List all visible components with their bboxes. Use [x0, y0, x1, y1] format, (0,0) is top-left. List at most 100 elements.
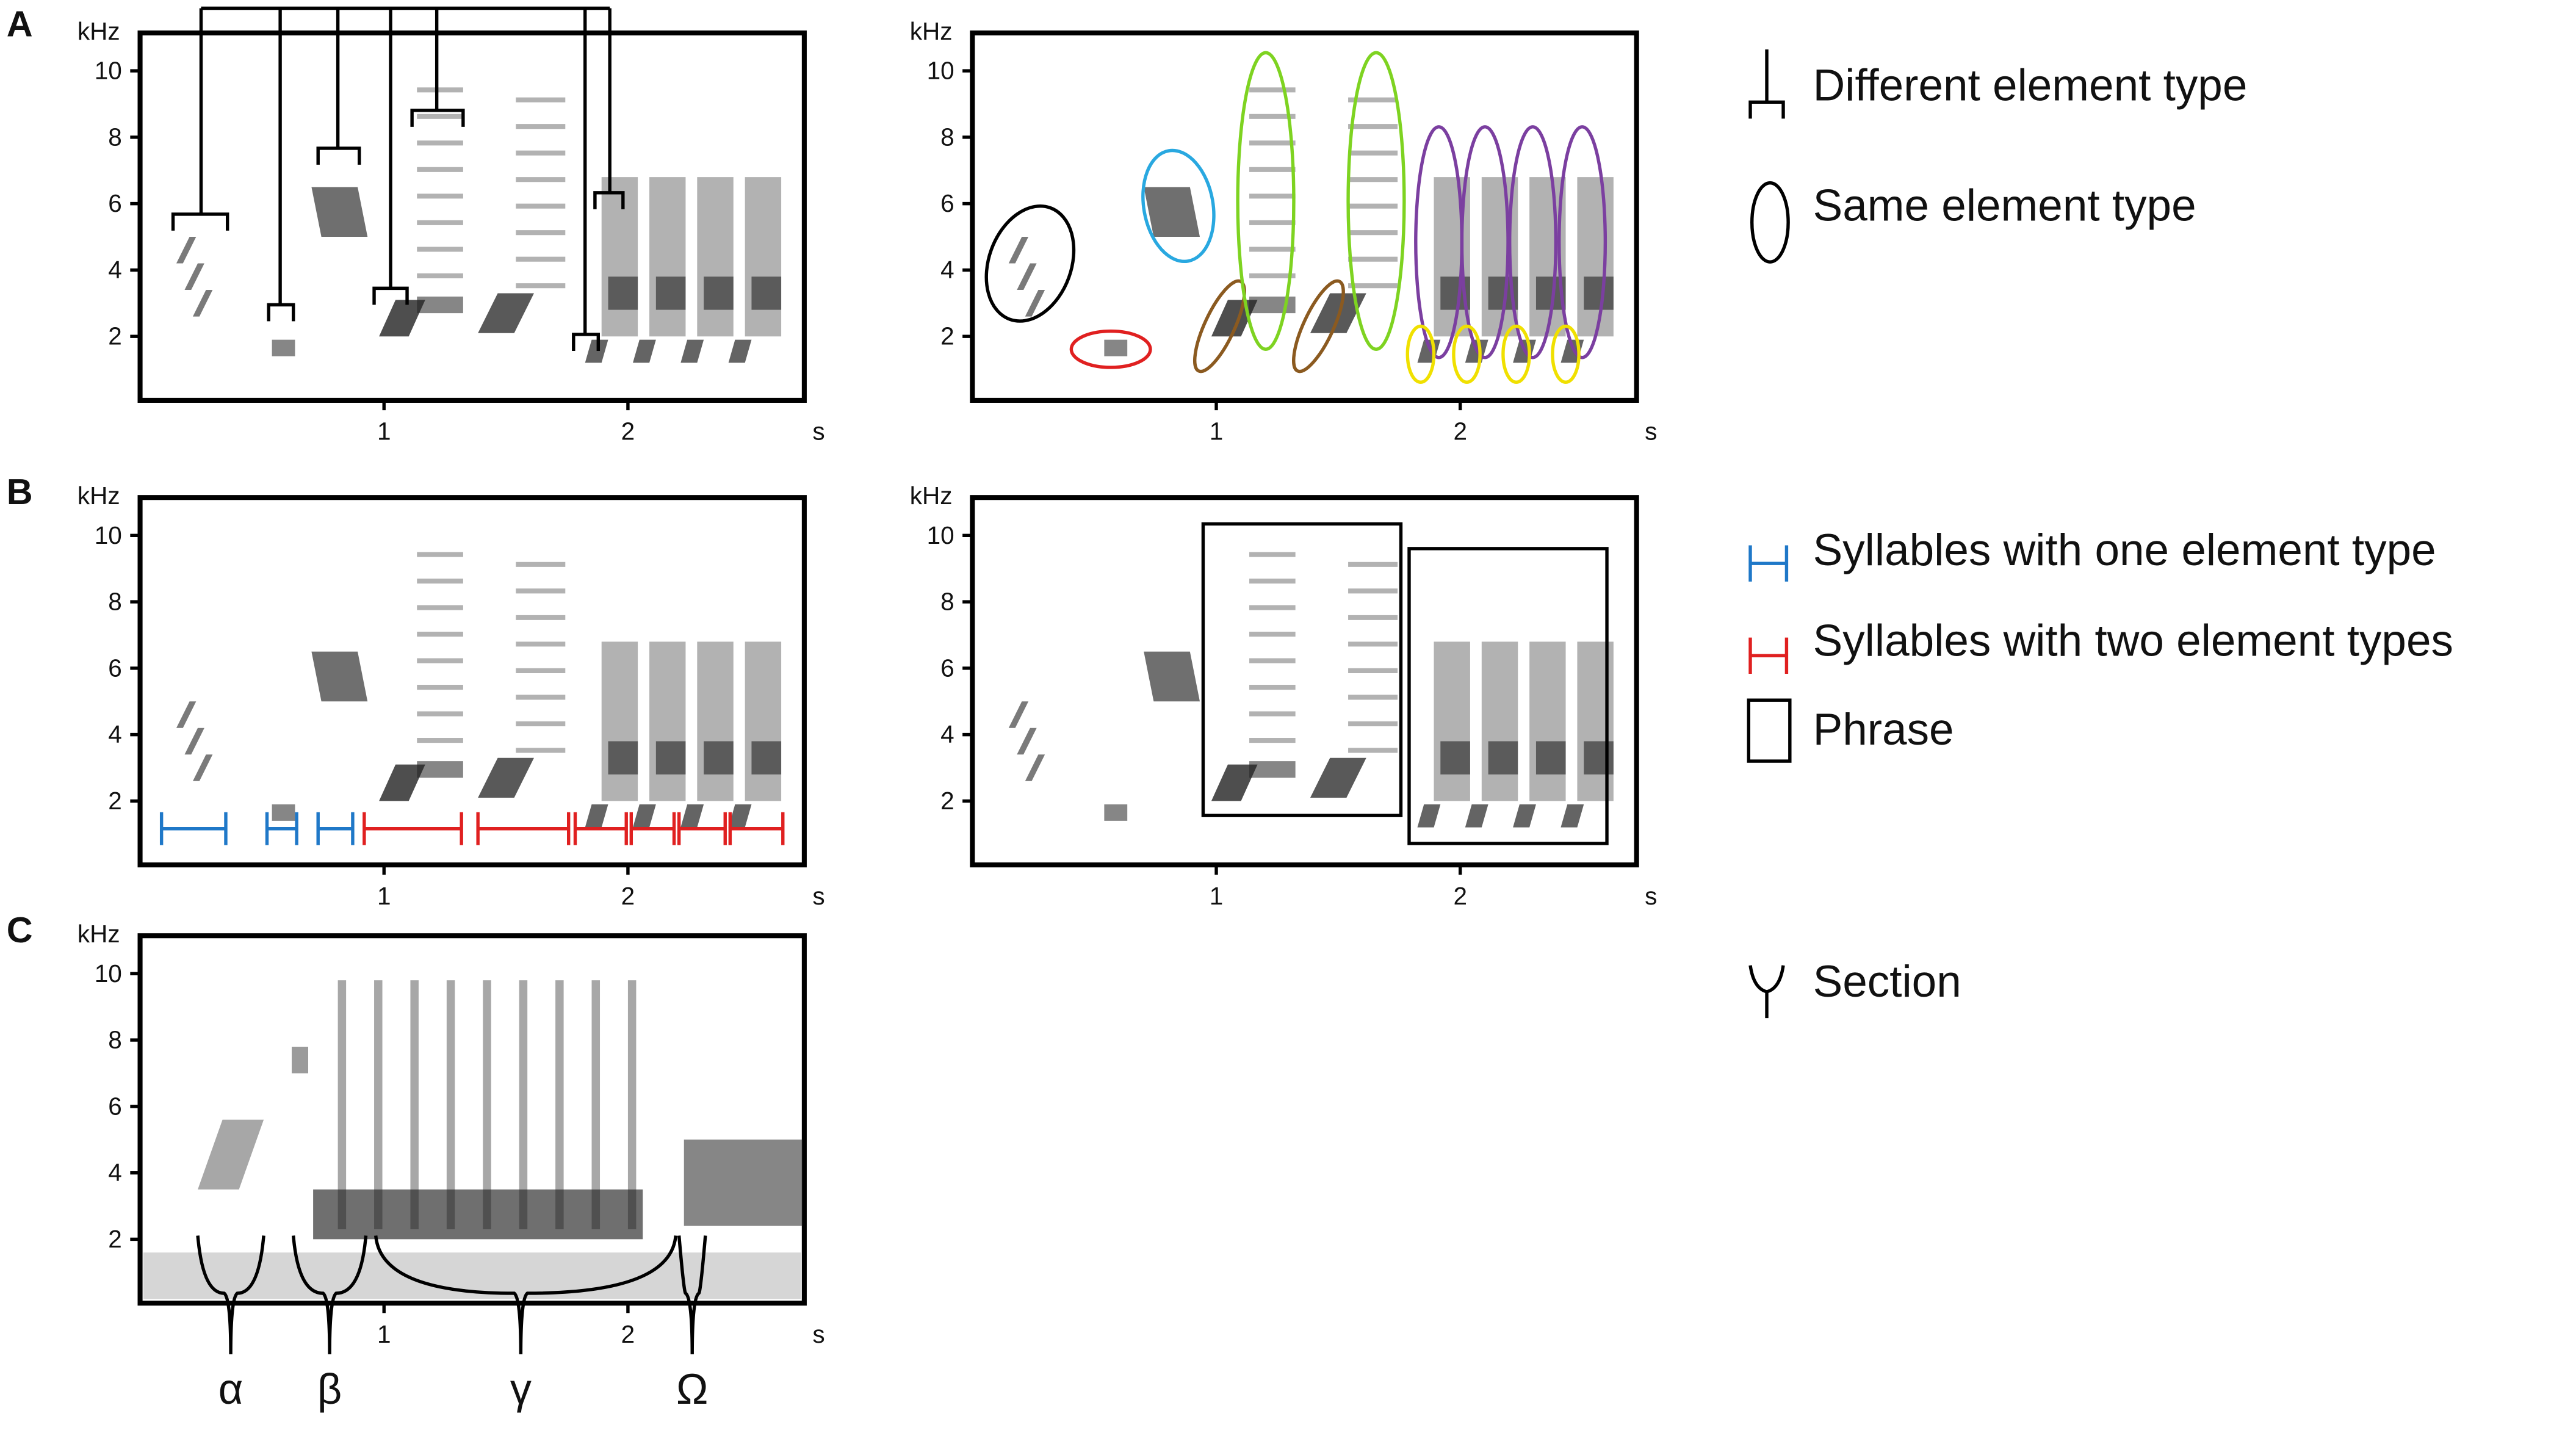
phrase-box [1201, 522, 1403, 817]
section-label: γ [510, 1365, 532, 1413]
spectro-element [1008, 701, 1029, 728]
spectro-element [1017, 263, 1037, 291]
x-tick-label: 2 [621, 1320, 635, 1348]
x-tick-label: 1 [377, 882, 391, 910]
plot-frame [137, 30, 807, 403]
spectro-element [697, 177, 734, 337]
spectro-element [1310, 757, 1366, 798]
y-tick-label: 8 [108, 123, 122, 151]
spectro-element [417, 114, 463, 119]
element-ellipse [1501, 324, 1531, 384]
spectro-element [1249, 685, 1296, 690]
spectro-element [417, 167, 463, 172]
spectro-element [608, 741, 638, 775]
spectro-element [1249, 658, 1296, 663]
spectro-element [516, 695, 566, 700]
y-tick-label: 4 [108, 1158, 122, 1186]
x-tick-label: 1 [377, 1320, 391, 1348]
spectro-element [410, 980, 419, 1230]
element-ellipse [1141, 148, 1216, 264]
element-ellipse [1452, 324, 1482, 384]
spectro-element [655, 276, 686, 310]
bracket [316, 8, 361, 165]
phrase-box [1407, 547, 1609, 845]
y-tick-label: 10 [95, 57, 122, 85]
spectro-element [313, 1189, 643, 1240]
spectro-element [1434, 641, 1470, 801]
syllable-bar [677, 812, 727, 845]
x-unit: s [812, 882, 824, 910]
x-tick-label: 2 [1453, 882, 1467, 910]
spectro-element [176, 701, 197, 728]
spectro-element [446, 980, 455, 1230]
legend-icon [1748, 49, 1785, 119]
y-unit: kHz [910, 482, 953, 510]
spectro-element [483, 980, 491, 1230]
spectro-element [516, 668, 566, 673]
legend-label: Syllables with two element types [1813, 616, 2453, 665]
section-brace [374, 1235, 677, 1354]
section-brace [677, 1235, 707, 1354]
bracket [572, 8, 601, 351]
plot-frame [137, 495, 807, 868]
spectro-element [516, 721, 566, 726]
y-tick-label: 2 [940, 322, 954, 350]
element-ellipse [1292, 279, 1345, 374]
spectro-element [417, 658, 463, 663]
spectro-element [633, 339, 656, 363]
syllable-bar [573, 812, 628, 845]
spectro-element [1104, 339, 1128, 356]
syllable-bar [316, 812, 355, 845]
spectro-element [1249, 167, 1296, 172]
spectro-element [1348, 748, 1398, 753]
bracket [410, 8, 465, 127]
spectro-element [1560, 804, 1584, 828]
y-tick-label: 4 [940, 256, 954, 284]
spectro-element [417, 296, 463, 314]
syllable-bar [629, 812, 676, 845]
legend-icon [1750, 181, 1790, 264]
element-ellipse [984, 204, 1076, 323]
spectro-element [516, 256, 566, 262]
spectro-element [601, 641, 638, 801]
spectro-element [198, 1119, 264, 1190]
spectro-element [379, 300, 425, 337]
bracket [593, 8, 625, 209]
spectro-element [1025, 754, 1045, 781]
legend-label: Syllables with one element type [1813, 525, 2436, 575]
x-tick-label: 2 [621, 417, 635, 446]
x-unit: s [812, 1320, 824, 1348]
element-ellipse [1508, 125, 1558, 359]
x-unit: s [1645, 417, 1657, 446]
y-tick-label: 10 [927, 521, 954, 549]
spectro-element [1584, 741, 1614, 775]
spectro-element [1017, 728, 1037, 755]
x-tick-label: 1 [1210, 417, 1224, 446]
spectro-element [1348, 256, 1398, 262]
spectro-element [1584, 276, 1614, 310]
y-tick-label: 4 [108, 256, 122, 284]
spectro-element [1348, 588, 1398, 594]
x-tick-label: 1 [1210, 882, 1224, 910]
y-tick-label: 6 [108, 1092, 122, 1120]
spectro-element [1249, 711, 1296, 717]
spectro-element [417, 578, 463, 584]
spectro-element [555, 980, 564, 1230]
y-unit: kHz [78, 17, 120, 45]
spectro-element [1249, 632, 1296, 637]
spectro-element [745, 177, 782, 337]
spectro-element [1249, 114, 1296, 119]
spectro-element [292, 1046, 309, 1074]
spectro-element [192, 754, 213, 781]
section-label: Ω [676, 1365, 708, 1413]
spectro-element [1577, 177, 1614, 337]
y-tick-label: 8 [940, 123, 954, 151]
spectro-element [272, 804, 295, 821]
spectro-element [1144, 651, 1200, 702]
spectro-element [1348, 203, 1398, 209]
spectro-element [1348, 641, 1398, 647]
spectro-element [417, 220, 463, 225]
section-brace [196, 1235, 265, 1354]
spectro-element [680, 339, 704, 363]
